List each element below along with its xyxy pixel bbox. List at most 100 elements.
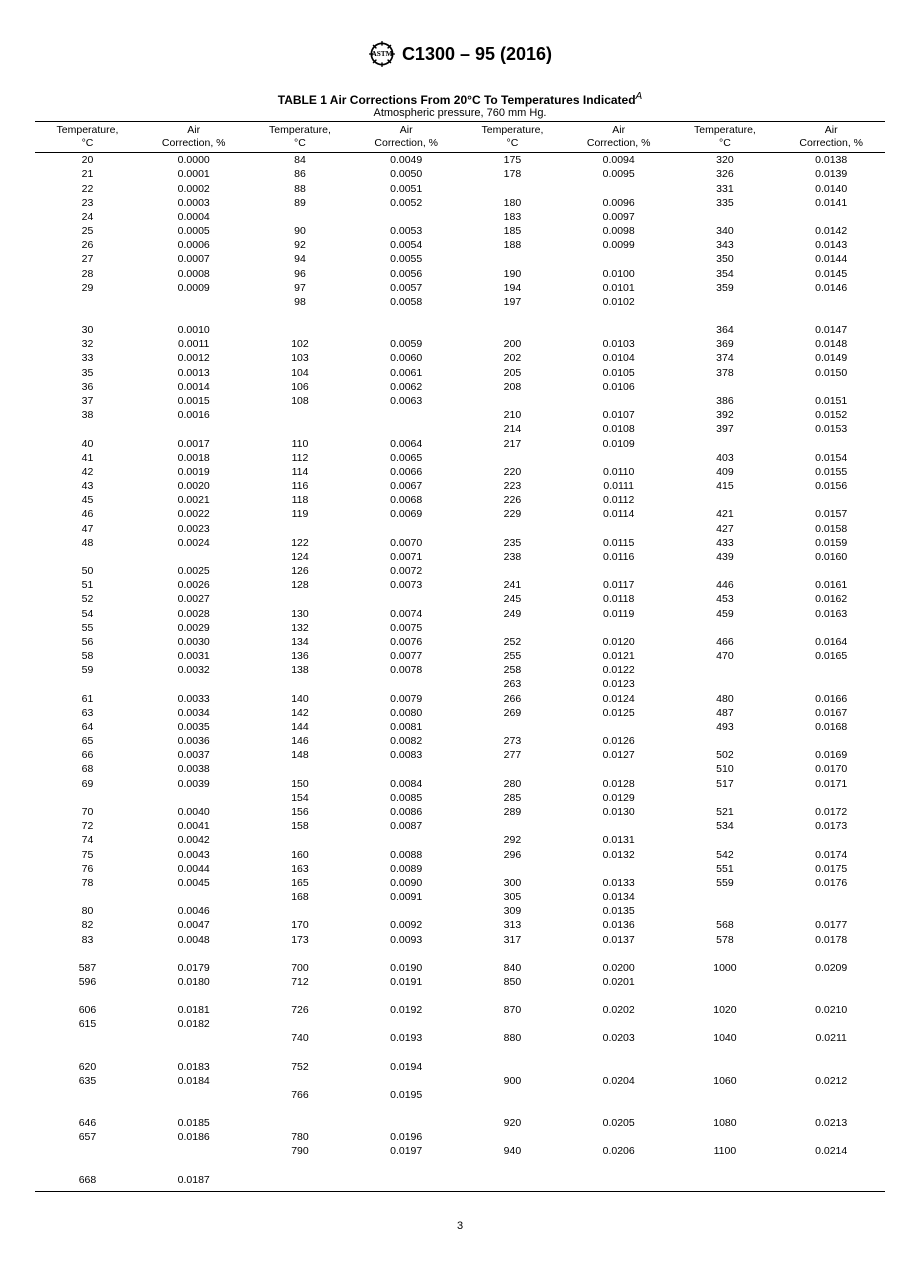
- table-cell: 0.0005: [140, 224, 248, 238]
- table-cell: 0.0092: [352, 918, 460, 932]
- table-cell: 0.0044: [140, 862, 248, 876]
- table-cell: 0.0209: [777, 961, 885, 975]
- table-row: 630.00341420.00802690.01254870.0167: [35, 706, 885, 720]
- table-cell: [565, 819, 673, 833]
- table-cell: 273: [460, 734, 565, 748]
- table-cell: [672, 564, 777, 578]
- table-row: 1240.00712380.01164390.0160: [35, 550, 885, 564]
- table-cell: 0.0026: [140, 578, 248, 592]
- table-cell-empty: [460, 1159, 565, 1173]
- table-cell: 103: [247, 351, 352, 365]
- table-cell: 0.0057: [352, 281, 460, 295]
- table-cell: 0.0202: [565, 1003, 673, 1017]
- table-row: 640.00351440.00814930.0168: [35, 720, 885, 734]
- table-cell: [565, 1088, 673, 1102]
- table-cell: 208: [460, 380, 565, 394]
- table-row: 6570.01867800.0196: [35, 1130, 885, 1144]
- table-cell: 78: [35, 876, 140, 890]
- table-cell-empty: [35, 1159, 140, 1173]
- table-cell: 343: [672, 238, 777, 252]
- table-cell: 26: [35, 238, 140, 252]
- table-cell: 0.0191: [352, 975, 460, 989]
- table-cell: 69: [35, 777, 140, 791]
- table-cell: [672, 1017, 777, 1031]
- table-cell: 0.0175: [777, 862, 885, 876]
- table-cell: 840: [460, 961, 565, 975]
- table-cell: 255: [460, 649, 565, 663]
- table-cell: [247, 1116, 352, 1130]
- table-cell: 700: [247, 961, 352, 975]
- table-cell: 64: [35, 720, 140, 734]
- table-cell: 374: [672, 351, 777, 365]
- table-cell: [35, 550, 140, 564]
- table-cell: 190: [460, 267, 565, 281]
- table-cell: 285: [460, 791, 565, 805]
- table-cell-empty: [777, 1046, 885, 1060]
- table-cell: 0.0109: [565, 437, 673, 451]
- table-cell: 50: [35, 564, 140, 578]
- table-cell: 74: [35, 833, 140, 847]
- table-cell: 263: [460, 677, 565, 691]
- table-row: 400.00171100.00642170.0109: [35, 437, 885, 451]
- table-cell: 0.0049: [352, 153, 460, 168]
- table-cell: 165: [247, 876, 352, 890]
- table-body: 200.0000840.00491750.00943200.0138210.00…: [35, 153, 885, 1187]
- table-cell: 266: [460, 692, 565, 706]
- table-cell: [777, 210, 885, 224]
- table-cell: 0.0153: [777, 422, 885, 436]
- table-cell: 646: [35, 1116, 140, 1130]
- table-cell: [565, 182, 673, 196]
- table-cell: [352, 1116, 460, 1130]
- table-cell: 48: [35, 536, 140, 550]
- table-cell: 0.0096: [565, 196, 673, 210]
- table-cell-empty: [140, 1102, 248, 1116]
- table-cell: [35, 677, 140, 691]
- table-cell: 178: [460, 167, 565, 181]
- table-cell: 0.0015: [140, 394, 248, 408]
- table-cell: 0.0029: [140, 621, 248, 635]
- table-cell: 0.0142: [777, 224, 885, 238]
- page-number: 3: [35, 1220, 885, 1232]
- table-cell: 0.0140: [777, 182, 885, 196]
- table-cell: [777, 663, 885, 677]
- table-cell: 168: [247, 890, 352, 904]
- table-cell: 210: [460, 408, 565, 422]
- table-cell: [247, 833, 352, 847]
- table-cell: 0.0091: [352, 890, 460, 904]
- table-row: 210.0001860.00501780.00953260.0139: [35, 167, 885, 181]
- table-cell: 0.0010: [140, 323, 248, 337]
- table-cell: 439: [672, 550, 777, 564]
- table-cell: 0.0187: [140, 1173, 248, 1187]
- table-cell: 568: [672, 918, 777, 932]
- table-cell: 0.0038: [140, 762, 248, 776]
- table-cell: 214: [460, 422, 565, 436]
- table-cell-empty: [460, 1046, 565, 1060]
- table-cell: [565, 762, 673, 776]
- table-cell: 25: [35, 224, 140, 238]
- table-cell: 0.0081: [352, 720, 460, 734]
- table-cell: [35, 791, 140, 805]
- table-cell: 0.0110: [565, 465, 673, 479]
- table-row: 660.00371480.00832770.01275020.0169: [35, 748, 885, 762]
- table-cell: 102: [247, 337, 352, 351]
- table-cell-empty: [777, 989, 885, 1003]
- table-cell: 292: [460, 833, 565, 847]
- table-cell: [672, 734, 777, 748]
- table-cell: 331: [672, 182, 777, 196]
- table-cell: [460, 522, 565, 536]
- table-cell: 36: [35, 380, 140, 394]
- table-cell: [140, 550, 248, 564]
- table-cell: 96: [247, 267, 352, 281]
- table-cell: 0.0147: [777, 323, 885, 337]
- table-cell: 0.0194: [352, 1060, 460, 1074]
- table-cell-empty: [672, 947, 777, 961]
- table-cell: 1080: [672, 1116, 777, 1130]
- table-cell: 0.0183: [140, 1060, 248, 1074]
- table-cell: 89: [247, 196, 352, 210]
- table-cell: 0.0003: [140, 196, 248, 210]
- table-cell: 386: [672, 394, 777, 408]
- table-cell: 0.0020: [140, 479, 248, 493]
- table-cell: 130: [247, 607, 352, 621]
- table-cell: [460, 762, 565, 776]
- table-cell: 0.0131: [565, 833, 673, 847]
